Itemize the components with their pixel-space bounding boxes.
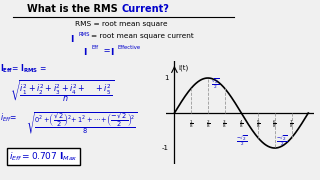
Text: $\mathbf{I}_{\mathbf{Eff}}$= $\mathbf{I}_{\mathbf{RMS}}$ =: $\mathbf{I}_{\mathbf{Eff}}$= $\mathbf{I}…: [0, 62, 47, 75]
Text: $\frac{1}{8}$: $\frac{1}{8}$: [189, 118, 194, 130]
Text: $\frac{7}{8}$: $\frac{7}{8}$: [289, 118, 294, 130]
Text: 1: 1: [164, 75, 169, 81]
Text: RMS: RMS: [78, 32, 90, 37]
Text: $\frac{2}{8}$: $\frac{2}{8}$: [205, 118, 210, 130]
Text: $\frac{4}{8}$: $\frac{4}{8}$: [239, 118, 244, 130]
Text: i(t): i(t): [179, 64, 189, 71]
Text: -1: -1: [162, 145, 169, 151]
Text: $\frac{-\sqrt{2}}{2}$: $\frac{-\sqrt{2}}{2}$: [236, 135, 248, 148]
Text: What is the RMS: What is the RMS: [28, 4, 122, 14]
Text: $\sqrt{\dfrac{i_1^2+i_2^2+i_3^2+i_4^2+\ \ \ +i_5^2}{n}}$: $\sqrt{\dfrac{i_1^2+i_2^2+i_3^2+i_4^2+\ …: [10, 78, 114, 105]
Text: Effective: Effective: [118, 45, 141, 50]
Text: =: =: [101, 46, 113, 55]
Text: $\mathbf{I}$: $\mathbf{I}$: [110, 46, 115, 57]
Text: Eff: Eff: [91, 45, 98, 50]
Text: $\mathbf{I}$: $\mathbf{I}$: [83, 46, 88, 57]
Text: RMS = root mean square: RMS = root mean square: [75, 21, 168, 27]
Text: $i_{Eff}$=: $i_{Eff}$=: [0, 112, 17, 124]
Text: $\frac{5}{8}$: $\frac{5}{8}$: [256, 118, 260, 130]
Text: $\frac{3}{8}$: $\frac{3}{8}$: [222, 118, 227, 130]
Text: Current?: Current?: [122, 4, 170, 14]
Text: $\frac{\sqrt{2}}{2}$: $\frac{\sqrt{2}}{2}$: [211, 78, 219, 91]
Text: $\frac{6}{8}$: $\frac{6}{8}$: [273, 118, 277, 130]
Text: $\sqrt{\dfrac{0^2+\!\left(\dfrac{\sqrt{2}}{2}\right)^{\!2}\!+1^2+\cdots+\!\left(: $\sqrt{\dfrac{0^2+\!\left(\dfrac{\sqrt{2…: [26, 111, 137, 136]
Text: $\mathbf{I}$: $\mathbf{I}$: [70, 33, 75, 44]
Text: = root mean square current: = root mean square current: [91, 33, 194, 39]
Text: $\frac{-\sqrt{2}}{2}$: $\frac{-\sqrt{2}}{2}$: [276, 135, 288, 148]
Text: $i_{Eff}=0.707\ \mathbf{I}_{Max}$: $i_{Eff}=0.707\ \mathbf{I}_{Max}$: [9, 150, 77, 163]
